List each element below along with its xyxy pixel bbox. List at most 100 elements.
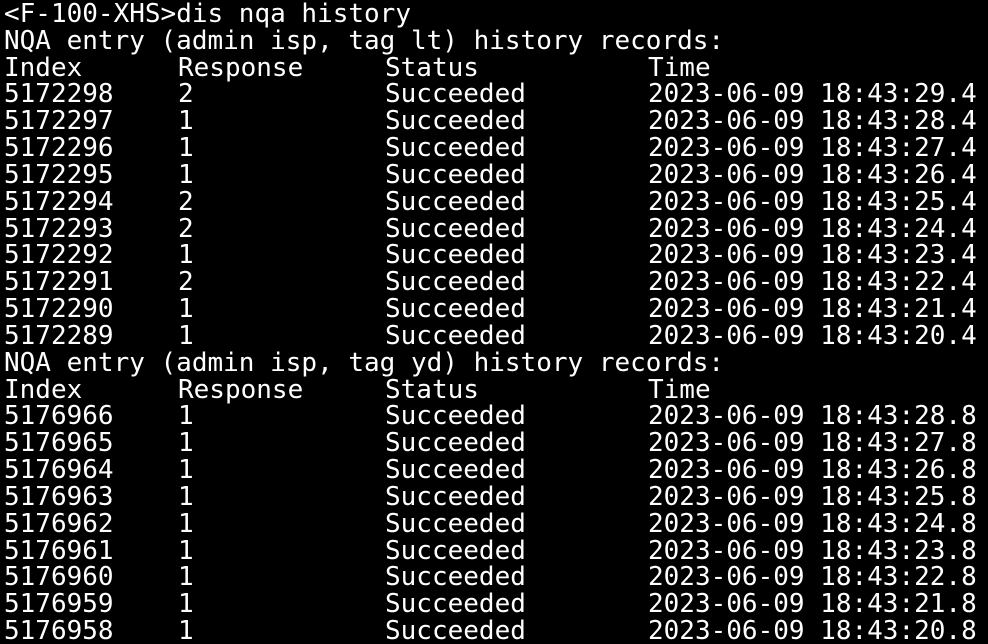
cell-status: Succeeded (385, 401, 526, 432)
cell-response: 1 (178, 455, 194, 486)
history-row: 5172298 2 Succeeded 2023-06-09 18:43:29.4 (4, 81, 988, 108)
cell-index: 5176960 (4, 562, 114, 593)
history-row: 5172297 1 Succeeded 2023-06-09 18:43:28.4 (4, 108, 988, 135)
cell-index: 5172291 (4, 267, 114, 298)
history-row: 5176958 1 Succeeded 2023-06-09 18:43:20.8 (4, 618, 988, 644)
cell-index: 5176964 (4, 455, 114, 486)
cell-time: 2023-06-09 18:43:25.8 (648, 481, 977, 512)
nqa-section: NQA entry (admin isp, tag yd) history re… (4, 349, 988, 644)
cell-response: 1 (178, 481, 194, 512)
column-header-response: Response (178, 374, 304, 405)
cell-response: 1 (178, 320, 194, 351)
cell-status: Succeeded (385, 186, 526, 217)
cell-time: 2023-06-09 18:43:23.4 (648, 240, 977, 271)
column-header-time: Time (648, 52, 711, 83)
column-header-response: Response (178, 52, 304, 83)
column-header-index: Index (4, 374, 83, 405)
cli-prompt: <F-100-XHS> (4, 0, 177, 29)
cell-status: Succeeded (385, 589, 526, 620)
cell-index: 5172289 (4, 320, 114, 351)
column-header-time: Time (648, 374, 711, 405)
column-header-index: Index (4, 52, 83, 83)
history-row: 5176961 1 Succeeded 2023-06-09 18:43:23.8 (4, 535, 988, 566)
cell-response: 1 (178, 240, 194, 271)
nqa-sections: NQA entry (admin isp, tag lt) history re… (4, 25, 988, 644)
cell-status: Succeeded (385, 562, 526, 593)
history-row: 5176964 1 Succeeded 2023-06-09 18:43:26.8 (4, 457, 988, 484)
cell-time: 2023-06-09 18:43:20.4 (648, 320, 977, 351)
table-header-row: Index Response Status Time (4, 52, 988, 83)
history-row: 5172290 1 Succeeded 2023-06-09 18:43:21.4 (4, 296, 988, 323)
cell-status: Succeeded (385, 616, 526, 644)
cell-time: 2023-06-09 18:43:24.8 (648, 508, 977, 539)
cell-status: Succeeded (385, 213, 526, 244)
cell-response: 1 (178, 616, 194, 644)
cell-index: 5176959 (4, 589, 114, 620)
column-header-status: Status (385, 374, 479, 405)
cell-time: 2023-06-09 18:43:24.4 (648, 213, 977, 244)
cli-command[interactable]: dis nqa history (176, 0, 411, 29)
cell-status: Succeeded (385, 133, 526, 164)
cell-time: 2023-06-09 18:43:27.8 (648, 428, 977, 459)
cell-time: 2023-06-09 18:43:22.8 (648, 562, 977, 593)
cell-index: 5172296 (4, 133, 114, 164)
nqa-section: NQA entry (admin isp, tag lt) history re… (4, 25, 988, 350)
table-header-row: Index Response Status Time (4, 374, 988, 405)
cell-response: 1 (178, 508, 194, 539)
history-row: 5172289 1 Succeeded 2023-06-09 18:43:20.4 (4, 323, 988, 350)
section-title: NQA entry (admin isp, tag lt) history re… (4, 25, 725, 56)
history-row: 5176959 1 Succeeded 2023-06-09 18:43:21.8 (4, 591, 988, 618)
cell-status: Succeeded (385, 106, 526, 137)
cell-status: Succeeded (385, 508, 526, 539)
cell-response: 1 (178, 159, 194, 190)
column-header-status: Status (385, 52, 479, 83)
cell-index: 5172295 (4, 159, 114, 190)
history-row: 5176960 1 Succeeded 2023-06-09 18:43:22.8 (4, 564, 988, 591)
history-row: 5172296 1 Succeeded 2023-06-09 18:43:27.4 (4, 135, 988, 162)
cell-time: 2023-06-09 18:43:25.4 (648, 186, 977, 217)
history-row: 5172295 1 Succeeded 2023-06-09 18:43:26.4 (4, 162, 988, 189)
cell-index: 5172294 (4, 186, 114, 217)
history-row: 5176963 1 Succeeded 2023-06-09 18:43:25.8 (4, 484, 988, 511)
cell-index: 5176961 (4, 535, 114, 566)
cell-index: 5172298 (4, 79, 114, 110)
cell-time: 2023-06-09 18:43:23.8 (648, 535, 977, 566)
command-line: <F-100-XHS>dis nqa history (4, 1, 988, 28)
cell-response: 1 (178, 401, 194, 432)
history-row: 5172294 2 Succeeded 2023-06-09 18:43:25.4 (4, 186, 988, 217)
cell-response: 1 (178, 133, 194, 164)
cell-time: 2023-06-09 18:43:22.4 (648, 267, 977, 298)
cell-response: 1 (178, 589, 194, 620)
cell-time: 2023-06-09 18:43:28.8 (648, 401, 977, 432)
history-row: 5176962 1 Succeeded 2023-06-09 18:43:24.8 (4, 508, 988, 539)
cell-response: 1 (178, 294, 194, 325)
cell-response: 1 (178, 562, 194, 593)
history-row: 5176966 1 Succeeded 2023-06-09 18:43:28.8 (4, 403, 988, 430)
cell-index: 5176965 (4, 428, 114, 459)
cell-status: Succeeded (385, 267, 526, 298)
cell-index: 5172292 (4, 240, 114, 271)
cell-response: 1 (178, 428, 194, 459)
cell-response: 2 (178, 213, 194, 244)
history-row: 5176965 1 Succeeded 2023-06-09 18:43:27.8 (4, 430, 988, 457)
cell-status: Succeeded (385, 294, 526, 325)
cell-status: Succeeded (385, 159, 526, 190)
cell-time: 2023-06-09 18:43:21.4 (648, 294, 977, 325)
cell-response: 2 (178, 79, 194, 110)
cell-time: 2023-06-09 18:43:21.8 (648, 589, 977, 620)
history-row: 5172291 2 Succeeded 2023-06-09 18:43:22.4 (4, 269, 988, 296)
cell-status: Succeeded (385, 481, 526, 512)
cell-status: Succeeded (385, 428, 526, 459)
cell-index: 5176966 (4, 401, 114, 432)
cell-status: Succeeded (385, 535, 526, 566)
cell-index: 5172290 (4, 294, 114, 325)
cell-time: 2023-06-09 18:43:26.4 (648, 159, 977, 190)
cell-status: Succeeded (385, 240, 526, 271)
cell-status: Succeeded (385, 455, 526, 486)
cell-index: 5172293 (4, 213, 114, 244)
cell-time: 2023-06-09 18:43:28.4 (648, 106, 977, 137)
cell-index: 5176963 (4, 481, 114, 512)
cell-response: 2 (178, 267, 194, 298)
cell-time: 2023-06-09 18:43:20.8 (648, 616, 977, 644)
